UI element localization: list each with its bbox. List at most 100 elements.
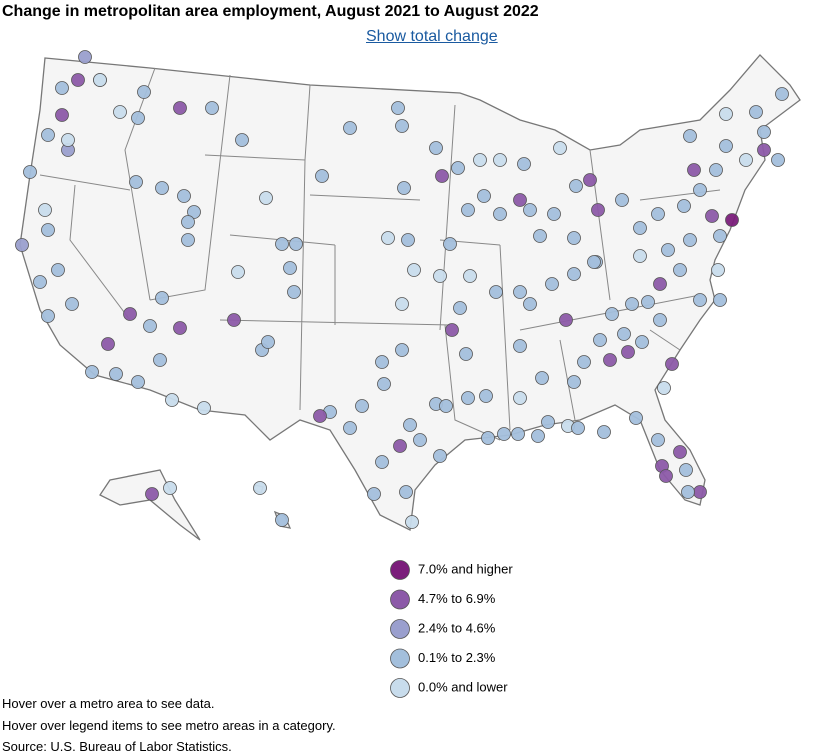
legend-swatch[interactable] bbox=[390, 619, 410, 639]
metro-dot[interactable] bbox=[71, 73, 85, 87]
metro-dot[interactable] bbox=[651, 433, 665, 447]
metro-dot[interactable] bbox=[587, 255, 601, 269]
metro-dot[interactable] bbox=[711, 263, 725, 277]
metro-dot[interactable] bbox=[633, 249, 647, 263]
metro-dot[interactable] bbox=[391, 101, 405, 115]
metro-dot[interactable] bbox=[181, 215, 195, 229]
metro-dot[interactable] bbox=[155, 181, 169, 195]
metro-dot[interactable] bbox=[131, 111, 145, 125]
metro-dot[interactable] bbox=[567, 231, 581, 245]
metro-dot[interactable] bbox=[173, 101, 187, 115]
metro-dot[interactable] bbox=[571, 421, 585, 435]
metro-dot[interactable] bbox=[287, 285, 301, 299]
metro-dot[interactable] bbox=[569, 179, 583, 193]
metro-dot[interactable] bbox=[533, 229, 547, 243]
metro-dot[interactable] bbox=[641, 295, 655, 309]
metro-dot[interactable] bbox=[439, 399, 453, 413]
metro-dot[interactable] bbox=[461, 203, 475, 217]
legend-swatch[interactable] bbox=[390, 560, 410, 580]
metro-dot[interactable] bbox=[163, 481, 177, 495]
metro-dot[interactable] bbox=[719, 107, 733, 121]
metro-dot[interactable] bbox=[401, 233, 415, 247]
metro-dot[interactable] bbox=[477, 189, 491, 203]
metro-dot[interactable] bbox=[55, 108, 69, 122]
metro-dot[interactable] bbox=[713, 293, 727, 307]
metro-dot[interactable] bbox=[493, 153, 507, 167]
metro-dot[interactable] bbox=[511, 427, 525, 441]
metro-dot[interactable] bbox=[673, 263, 687, 277]
metro-dot[interactable] bbox=[451, 161, 465, 175]
legend-label[interactable]: 4.7% to 6.9% bbox=[418, 591, 496, 606]
metro-dot[interactable] bbox=[523, 203, 537, 217]
metro-dot[interactable] bbox=[407, 263, 421, 277]
metro-dot[interactable] bbox=[137, 85, 151, 99]
metro-dot[interactable] bbox=[725, 213, 739, 227]
metro-dot[interactable] bbox=[567, 375, 581, 389]
metro-dot[interactable] bbox=[375, 455, 389, 469]
metro-dot[interactable] bbox=[173, 321, 187, 335]
metro-dot[interactable] bbox=[681, 485, 695, 499]
metro-dot[interactable] bbox=[283, 261, 297, 275]
metro-dot[interactable] bbox=[493, 207, 507, 221]
metro-dot[interactable] bbox=[653, 313, 667, 327]
metro-dot[interactable] bbox=[757, 143, 771, 157]
metro-dot[interactable] bbox=[603, 353, 617, 367]
legend-swatch[interactable] bbox=[390, 678, 410, 698]
metro-dot[interactable] bbox=[605, 307, 619, 321]
metro-dot[interactable] bbox=[355, 399, 369, 413]
metro-dot[interactable] bbox=[403, 418, 417, 432]
metro-dot[interactable] bbox=[617, 327, 631, 341]
legend-label[interactable]: 7.0% and higher bbox=[418, 561, 513, 576]
metro-dot[interactable] bbox=[531, 429, 545, 443]
metro-dot[interactable] bbox=[145, 487, 159, 501]
metro-dot[interactable] bbox=[633, 221, 647, 235]
metro-dot[interactable] bbox=[395, 119, 409, 133]
metro-dot[interactable] bbox=[227, 313, 241, 327]
metro-dot[interactable] bbox=[113, 105, 127, 119]
metro-dot[interactable] bbox=[577, 355, 591, 369]
metro-dot[interactable] bbox=[547, 207, 561, 221]
metro-dot[interactable] bbox=[55, 81, 69, 95]
metro-dot[interactable] bbox=[635, 335, 649, 349]
metro-dot[interactable] bbox=[705, 209, 719, 223]
metro-dot[interactable] bbox=[235, 133, 249, 147]
metro-dot[interactable] bbox=[513, 339, 527, 353]
metro-dot[interactable] bbox=[41, 223, 55, 237]
metro-dot[interactable] bbox=[405, 515, 419, 529]
metro-dot[interactable] bbox=[665, 357, 679, 371]
metro-dot[interactable] bbox=[453, 301, 467, 315]
metro-dot[interactable] bbox=[259, 191, 273, 205]
metro-dot[interactable] bbox=[625, 297, 639, 311]
metro-dot[interactable] bbox=[65, 297, 79, 311]
metro-dot[interactable] bbox=[653, 277, 667, 291]
metro-dot[interactable] bbox=[93, 73, 107, 87]
metro-dot[interactable] bbox=[395, 297, 409, 311]
metro-dot[interactable] bbox=[709, 163, 723, 177]
metro-dot[interactable] bbox=[253, 481, 267, 495]
metro-dot[interactable] bbox=[591, 203, 605, 217]
metro-dot[interactable] bbox=[479, 389, 493, 403]
metro-dot[interactable] bbox=[657, 381, 671, 395]
metro-dot[interactable] bbox=[23, 165, 37, 179]
metro-dot[interactable] bbox=[61, 133, 75, 147]
metro-dot[interactable] bbox=[165, 393, 179, 407]
metro-dot[interactable] bbox=[673, 445, 687, 459]
metro-dot[interactable] bbox=[313, 409, 327, 423]
metro-dot[interactable] bbox=[489, 285, 503, 299]
metro-dot[interactable] bbox=[343, 421, 357, 435]
metro-dot[interactable] bbox=[583, 173, 597, 187]
metro-dot[interactable] bbox=[775, 87, 789, 101]
metro-dot[interactable] bbox=[771, 153, 785, 167]
metro-dot[interactable] bbox=[597, 425, 611, 439]
metro-dot[interactable] bbox=[713, 229, 727, 243]
metro-dot[interactable] bbox=[395, 343, 409, 357]
metro-dot[interactable] bbox=[177, 189, 191, 203]
metro-dot[interactable] bbox=[153, 353, 167, 367]
metro-dot[interactable] bbox=[397, 181, 411, 195]
metro-dot[interactable] bbox=[749, 105, 763, 119]
metro-dot[interactable] bbox=[497, 427, 511, 441]
metro-dot[interactable] bbox=[677, 199, 691, 213]
metro-dot[interactable] bbox=[15, 238, 29, 252]
metro-dot[interactable] bbox=[545, 277, 559, 291]
metro-dot[interactable] bbox=[38, 203, 52, 217]
